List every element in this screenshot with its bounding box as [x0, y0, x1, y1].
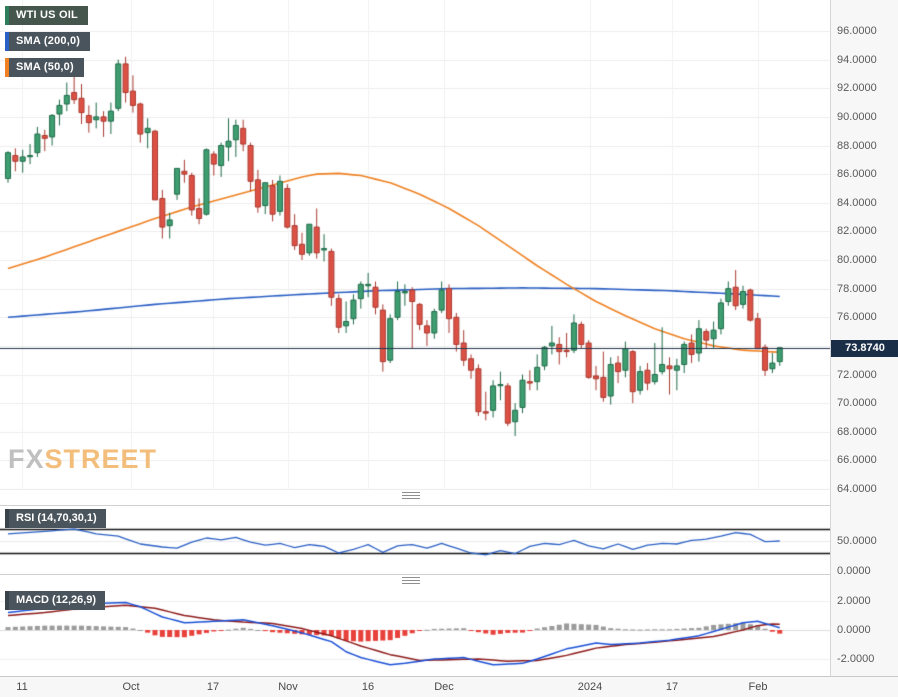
time-tick-label: Nov — [278, 681, 298, 693]
rsi-tick-label: 0.0000 — [837, 565, 871, 577]
rsi-label[interactable]: RSI (14,70,30,1) — [5, 509, 106, 528]
time-tick-label: 17 — [665, 681, 679, 693]
legend-sma50[interactable]: SMA (50,0) — [5, 58, 84, 77]
macd-tick-label: 2.0000 — [837, 595, 871, 607]
macd-tick-label: -2.0000 — [837, 653, 875, 665]
chart-legend: WTI US OIL SMA (200,0) SMA (50,0) — [5, 6, 91, 77]
macd-label[interactable]: MACD (12,26,9) — [5, 591, 106, 610]
pane-divider — [0, 505, 898, 506]
main-chart-canvas[interactable] — [0, 0, 830, 490]
price-tick-label: 80.0000 — [837, 254, 877, 266]
price-tick-label: 68.0000 — [837, 425, 877, 438]
time-tick-label: Feb — [748, 681, 768, 693]
pane-resize-grip-icon[interactable] — [402, 577, 420, 585]
price-tick-label: 96.0000 — [837, 25, 877, 37]
macd-pane-canvas[interactable] — [0, 588, 830, 676]
price-tick-label: 94.0000 — [837, 53, 877, 66]
legend-symbol[interactable]: WTI US OIL — [5, 6, 88, 25]
current-price-tag: 73.8740 — [831, 339, 898, 357]
price-axis[interactable]: 73.8740 96.0000 94.0000 92.0000 90.0000 88.0… — [830, 0, 898, 676]
pane-divider — [0, 574, 898, 575]
time-tick-label: Oct — [122, 681, 140, 693]
time-tick-label: 2024 — [577, 681, 603, 693]
watermark-street: STREET — [44, 444, 158, 474]
price-tick-label: 64.0000 — [837, 483, 877, 495]
price-tick-label: 82.0000 — [837, 225, 877, 238]
time-tick-label: Dec — [434, 681, 454, 693]
rsi-pane-canvas[interactable] — [0, 506, 830, 574]
time-tick-label: 16 — [361, 681, 375, 693]
time-tick-label: 17 — [206, 681, 220, 693]
time-tick-label: 11 — [16, 681, 28, 693]
price-tick-label: 86.0000 — [837, 168, 877, 181]
pane-resize-grip-icon[interactable] — [402, 492, 420, 500]
watermark-fx: FX — [8, 444, 45, 474]
price-tick-label: 92.0000 — [837, 82, 877, 95]
price-tick-label: 84.0000 — [837, 196, 877, 209]
price-tick-label: 76.0000 — [837, 311, 877, 324]
price-tick-label: 70.0000 — [837, 397, 877, 410]
macd-tick-label: 0.0000 — [837, 624, 871, 636]
rsi-tick-label: 50.0000 — [837, 535, 877, 547]
price-tick-label: 72.0000 — [837, 368, 877, 381]
fxstreet-watermark: FXSTREET — [8, 444, 157, 475]
price-tick-label: 66.0000 — [837, 454, 877, 467]
legend-sma200[interactable]: SMA (200,0) — [5, 32, 91, 51]
price-tick-label: 78.0000 — [837, 282, 877, 295]
time-axis[interactable]: 11 Oct 17 Nov 16 Dec 2024 17 Feb — [0, 676, 898, 697]
price-tick-label: 88.0000 — [837, 139, 877, 152]
price-tick-label: 90.0000 — [837, 110, 877, 123]
